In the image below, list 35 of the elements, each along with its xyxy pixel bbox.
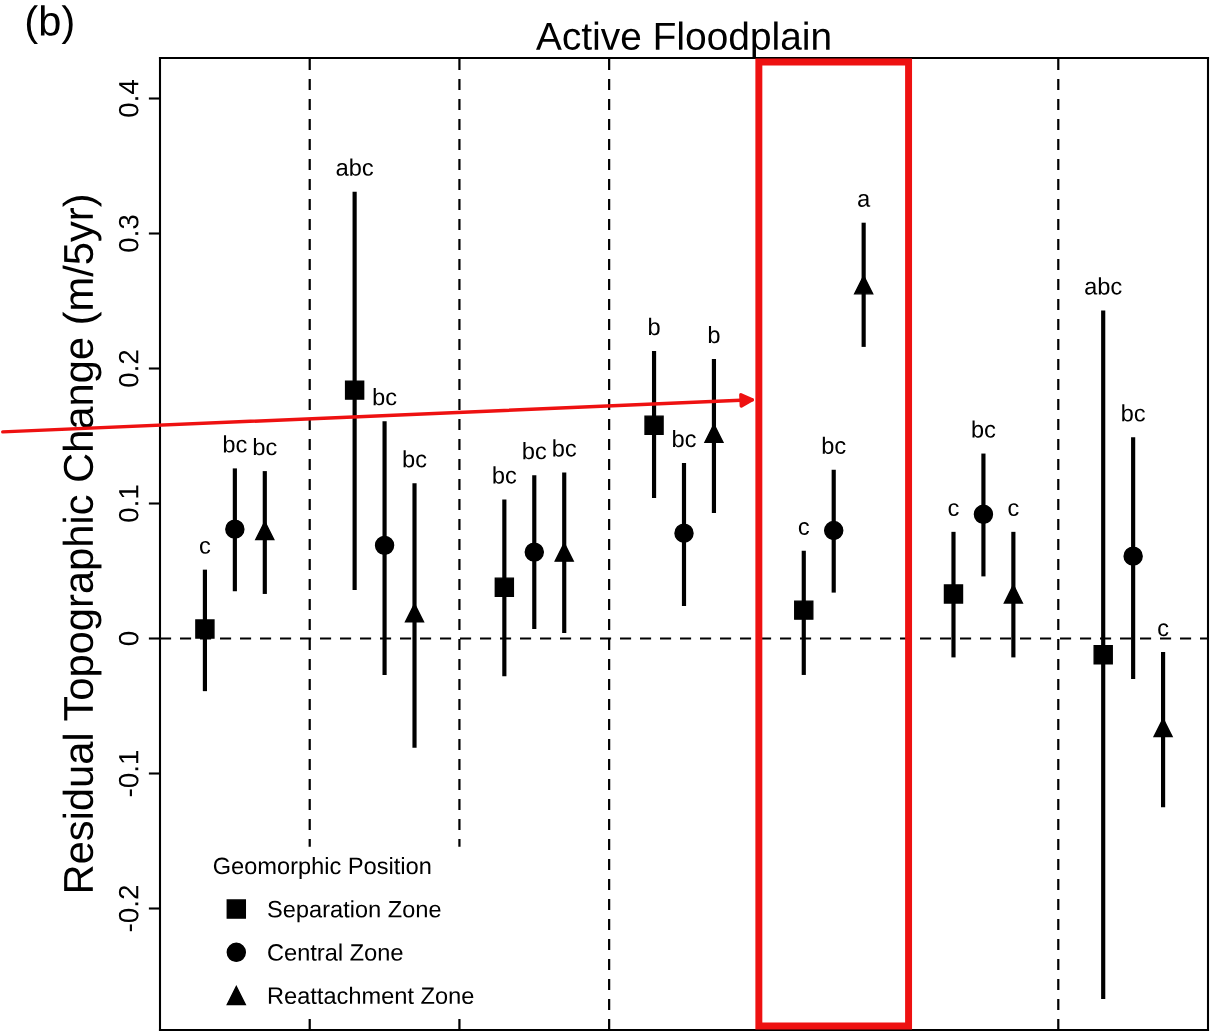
annotation: b	[708, 325, 720, 344]
legend-label: Central Zone	[268, 943, 403, 961]
y-tick-label: 0.3	[118, 215, 139, 252]
annotation: b	[649, 317, 660, 336]
legend-label: Separation Zone	[268, 900, 441, 923]
annotation: bc	[223, 435, 247, 453]
y-tick-label: 0.2	[118, 350, 139, 387]
y-tick-label: 0.4	[118, 80, 139, 117]
legend-label: Reattachment Zone	[268, 986, 474, 1005]
annotation: bc	[523, 442, 547, 460]
annotation: c	[798, 522, 810, 535]
annotation: c	[948, 503, 959, 517]
annotation: c	[1158, 623, 1169, 637]
annotation: bc	[822, 436, 846, 454]
text: (b)	[26, 5, 73, 44]
annotation: bc	[403, 450, 427, 468]
annotation: abc	[336, 158, 374, 176]
annotation: bc	[972, 420, 996, 438]
annotation: c	[200, 540, 211, 554]
annotation: bc	[553, 439, 577, 457]
annotation: bc	[673, 429, 696, 448]
annotation: bc	[253, 437, 277, 456]
y-tick-label: 0.1	[118, 485, 139, 522]
y-tick-label: -0.1	[118, 750, 139, 797]
y-axis-title: Residual Topographic Change (m/5yr)	[62, 196, 102, 892]
annotation: abc	[1085, 277, 1122, 295]
annotation: a	[858, 193, 871, 207]
chart-title: Active Floodplain	[536, 21, 830, 58]
annotation: bc	[373, 388, 397, 406]
annotation: bc	[493, 466, 517, 484]
annotation: c	[1008, 503, 1019, 517]
annotation: bc	[1122, 404, 1145, 422]
y-tick-label: -0.2	[118, 885, 139, 932]
legend-title: Geomorphic Position	[213, 856, 431, 879]
y-tick-label: 0	[118, 631, 139, 646]
